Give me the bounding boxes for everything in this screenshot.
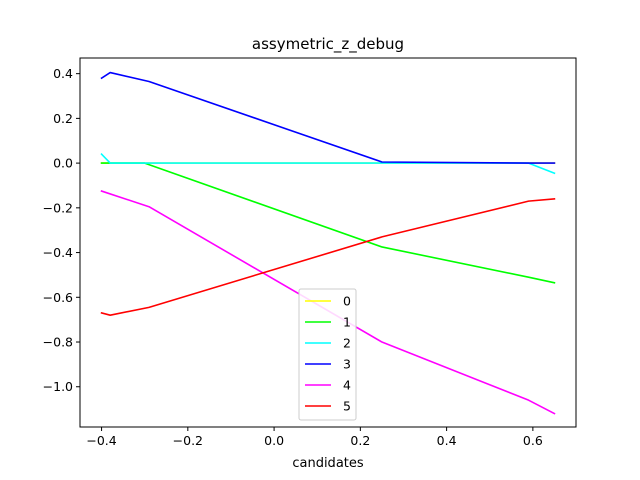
x-tick-label: 0.0 [264,433,284,448]
y-tick-label: 0.0 [53,156,73,171]
chart-title: assymetric_z_debug [252,35,404,54]
x-tick-label: 0.2 [350,433,370,448]
x-tick-label: −0.4 [86,433,116,448]
y-tick-label: 0.2 [53,111,73,126]
y-tick-label: −0.4 [43,245,73,260]
y-tick-label: −1.0 [43,379,73,394]
y-tick-label: −0.6 [43,290,73,305]
legend-label-3: 3 [343,357,351,372]
series-line-4 [100,190,556,415]
legend-label-2: 2 [343,336,351,351]
legend: 0 1 2 3 4 5 [298,288,357,421]
x-axis-label: candidates [292,456,364,471]
plot-frame [79,57,577,428]
series-line-5 [100,198,556,316]
legend-label-1: 1 [343,315,351,330]
legend-label-5: 5 [343,399,351,414]
x-axis: −0.4 −0.2 0.0 0.2 0.4 0.6 [86,427,543,448]
series-line-3 [100,71,556,164]
x-tick-label: −0.2 [173,433,203,448]
y-tick-label: −0.2 [43,200,73,215]
x-tick-label: 0.4 [437,433,457,448]
plot-area [100,71,556,415]
series-line-2 [100,153,556,175]
y-tick-label: 0.4 [53,66,73,81]
x-tick-label: 0.6 [523,433,543,448]
legend-label-4: 4 [343,378,351,393]
legend-label-0: 0 [343,294,351,309]
y-axis: 0.4 0.2 0.0 −0.2 −0.4 −0.6 −0.8 −1.0 [43,66,80,394]
y-tick-label: −0.8 [43,335,73,350]
